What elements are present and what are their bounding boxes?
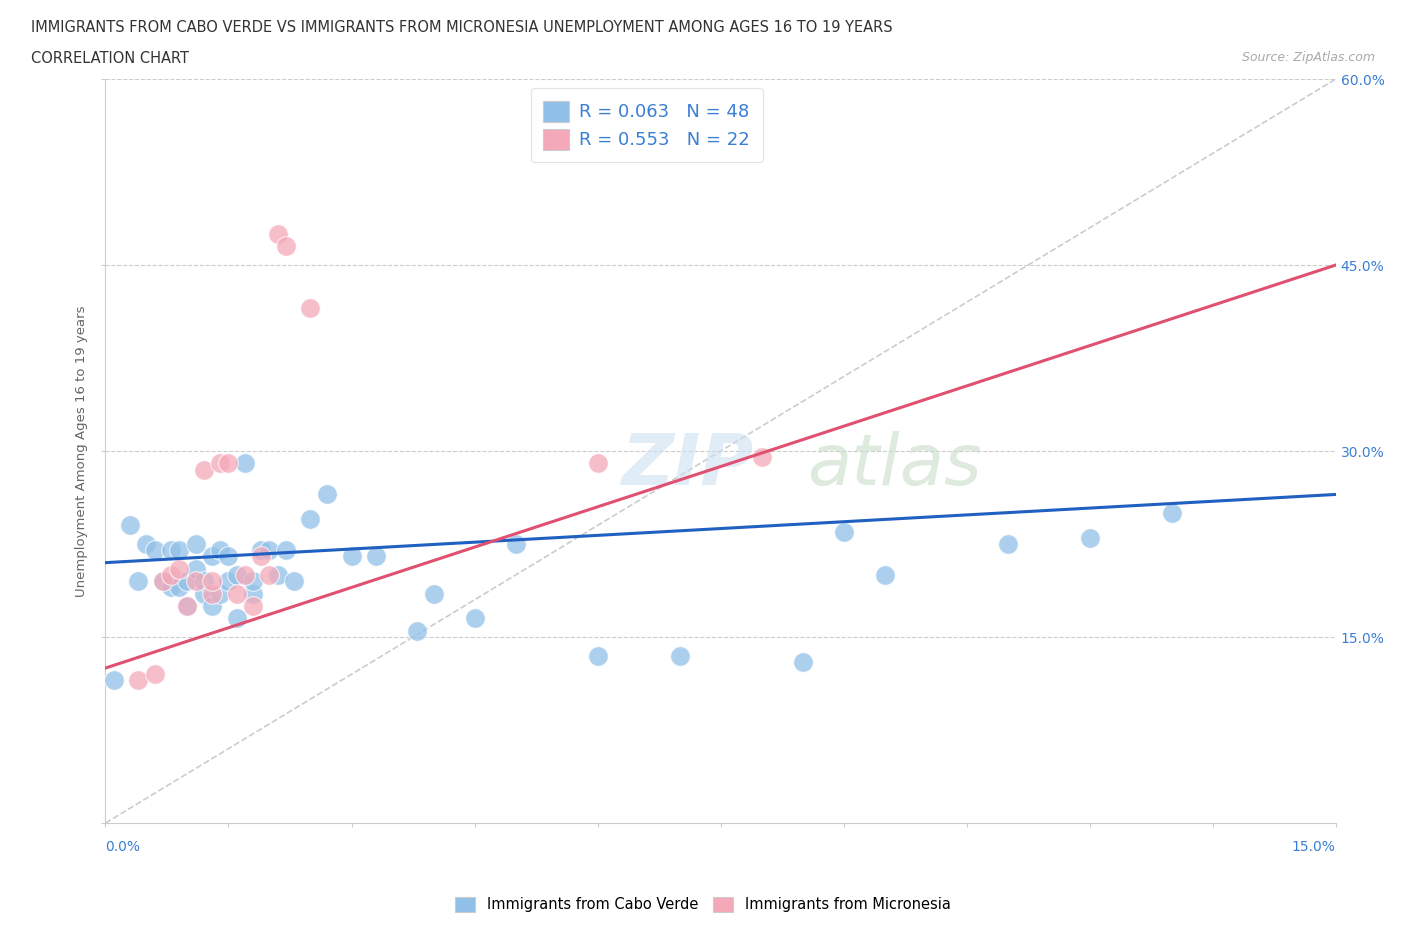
- Legend: R = 0.063   N = 48, R = 0.553   N = 22: R = 0.063 N = 48, R = 0.553 N = 22: [530, 88, 763, 163]
- Point: [997, 537, 1019, 551]
- Point: [120, 518, 141, 533]
- Point: [1160, 506, 1182, 521]
- Point: [274, 543, 297, 558]
- Point: [209, 586, 232, 601]
- Point: [505, 537, 527, 551]
- Point: [464, 611, 486, 626]
- Point: [135, 537, 157, 551]
- Point: [225, 611, 247, 626]
- Point: [267, 567, 290, 582]
- Point: [184, 537, 207, 551]
- Point: [127, 673, 149, 688]
- Point: [193, 574, 215, 589]
- Point: [169, 543, 191, 558]
- Text: 15.0%: 15.0%: [1292, 840, 1336, 854]
- Point: [160, 543, 183, 558]
- Point: [250, 543, 273, 558]
- Point: [225, 586, 247, 601]
- Point: [873, 567, 896, 582]
- Point: [242, 574, 264, 589]
- Point: [299, 301, 322, 316]
- Text: ZIP: ZIP: [621, 432, 755, 500]
- Point: [218, 456, 240, 471]
- Point: [184, 562, 207, 577]
- Point: [193, 462, 215, 477]
- Point: [259, 543, 281, 558]
- Point: [169, 580, 191, 595]
- Legend: Immigrants from Cabo Verde, Immigrants from Micronesia: Immigrants from Cabo Verde, Immigrants f…: [449, 891, 957, 918]
- Point: [422, 586, 444, 601]
- Point: [586, 648, 609, 663]
- Point: [406, 623, 429, 638]
- Point: [209, 456, 232, 471]
- Point: [668, 648, 690, 663]
- Point: [152, 574, 174, 589]
- Text: atlas: atlas: [807, 432, 981, 500]
- Point: [176, 574, 198, 589]
- Point: [218, 574, 240, 589]
- Point: [103, 673, 125, 688]
- Point: [1078, 530, 1101, 545]
- Point: [209, 543, 232, 558]
- Point: [127, 574, 149, 589]
- Point: [176, 599, 198, 614]
- Point: [201, 574, 224, 589]
- Point: [832, 525, 855, 539]
- Point: [366, 549, 388, 564]
- Point: [201, 599, 224, 614]
- Text: IMMIGRANTS FROM CABO VERDE VS IMMIGRANTS FROM MICRONESIA UNEMPLOYMENT AMONG AGES: IMMIGRANTS FROM CABO VERDE VS IMMIGRANTS…: [31, 20, 893, 35]
- Point: [201, 586, 224, 601]
- Point: [242, 586, 264, 601]
- Y-axis label: Unemployment Among Ages 16 to 19 years: Unemployment Among Ages 16 to 19 years: [75, 305, 89, 597]
- Point: [143, 543, 166, 558]
- Text: CORRELATION CHART: CORRELATION CHART: [31, 51, 188, 66]
- Point: [184, 574, 207, 589]
- Point: [267, 227, 290, 242]
- Point: [225, 567, 247, 582]
- Point: [274, 239, 297, 254]
- Point: [340, 549, 363, 564]
- Point: [586, 456, 609, 471]
- Point: [169, 562, 191, 577]
- Point: [259, 567, 281, 582]
- Point: [242, 599, 264, 614]
- Point: [160, 580, 183, 595]
- Text: Source: ZipAtlas.com: Source: ZipAtlas.com: [1241, 51, 1375, 64]
- Point: [751, 450, 773, 465]
- Point: [218, 549, 240, 564]
- Point: [233, 567, 256, 582]
- Point: [193, 586, 215, 601]
- Point: [316, 487, 339, 502]
- Point: [299, 512, 322, 526]
- Point: [792, 655, 814, 670]
- Point: [201, 549, 224, 564]
- Point: [152, 574, 174, 589]
- Point: [176, 599, 198, 614]
- Point: [250, 549, 273, 564]
- Text: 0.0%: 0.0%: [105, 840, 141, 854]
- Point: [233, 456, 256, 471]
- Point: [160, 567, 183, 582]
- Point: [143, 667, 166, 682]
- Point: [283, 574, 305, 589]
